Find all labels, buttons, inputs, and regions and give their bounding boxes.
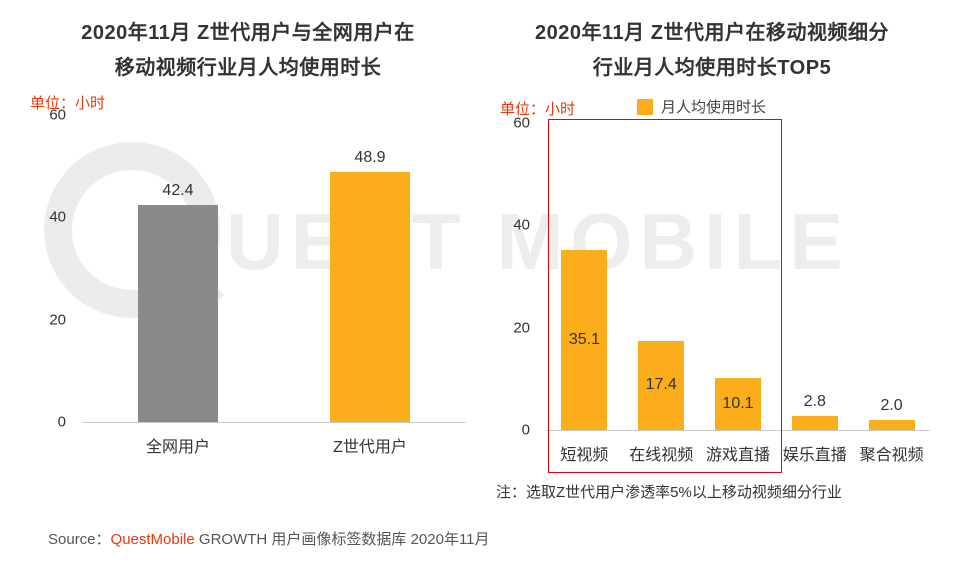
footnote: 注：选取Z世代用户渗透率5%以上移动视频细分行业 [496, 484, 842, 501]
bar-group: 35.1 [546, 123, 623, 430]
x-category-label: 在线视频 [629, 447, 694, 464]
chart-left-title: 2020年11月 Z世代用户与全网用户在 移动视频行业月人均使用时长 [24, 16, 472, 86]
chart-right: 2020年11月 Z世代用户在移动视频细分 行业月人均使用时长TOP5 单位：小… [488, 16, 936, 502]
bars-area: 35.1 17.4 10.1 2.8 2.0 [546, 123, 930, 430]
source-brand: QuestMobile [110, 531, 195, 548]
y-tick-label: 40 [49, 208, 66, 226]
x-category-label: 聚合视频 [859, 447, 924, 464]
y-axis: 0 20 40 60 [496, 115, 538, 439]
bar-value-label: 2.0 [880, 396, 903, 414]
chart-bar [791, 415, 838, 430]
source-suffix: GROWTH 用户画像标签数据库 2020年11月 [194, 531, 490, 548]
unit-legend-row: 单位：小时 月人均使用时长 [494, 92, 936, 121]
legend-swatch-icon [637, 98, 654, 115]
unit-label: 单位：小时 [500, 101, 576, 118]
chart-left-plot: 0 20 40 60 42.4 48.9 [49, 107, 466, 431]
chart-bar [868, 419, 915, 430]
bar-value-label: 48.9 [354, 148, 386, 166]
chart-bar: 10.1 [714, 378, 761, 430]
bar-value-label: 2.8 [803, 392, 826, 410]
bar-value-label: 42.4 [162, 182, 194, 200]
chart-bar [330, 171, 410, 422]
bar-group: 2.8 [776, 123, 853, 430]
x-category-label: Z世代用户 [333, 439, 407, 456]
watermark-text: UEST MOBILE [226, 197, 850, 286]
source-line: Source：QuestMobile GROWTH 用户画像标签数据库 2020… [48, 528, 490, 549]
source-prefix: Source： [48, 531, 111, 548]
bar-group: 10.1 [700, 123, 777, 430]
x-category-label: 游戏直播 [705, 447, 770, 464]
legend-label: 月人均使用时长 [661, 99, 767, 116]
bar-group: 48.9 [274, 115, 466, 422]
legend: 月人均使用时长 [637, 96, 766, 117]
bar-value-label: 35.1 [568, 331, 600, 349]
chart-right-plot: 0 20 40 60 35.1 17.4 10.1 2.8 2.0 [513, 115, 930, 473]
unit-label: 单位：小时 [30, 95, 106, 112]
bar-group: 42.4 [82, 115, 274, 422]
bar-value-label: 17.4 [645, 376, 677, 394]
y-tick-label: 60 [49, 106, 66, 124]
chart-right-title-line2: 行业月人均使用时长TOP5 [592, 57, 832, 79]
bar-group: 17.4 [623, 123, 700, 430]
chart-bar: 35.1 [561, 250, 608, 430]
bar-group: 2.0 [853, 123, 930, 430]
y-tick-label: 20 [513, 319, 530, 337]
y-tick-label: 60 [513, 114, 530, 132]
x-category-label: 娱乐直播 [782, 447, 847, 464]
bars-area: 42.4 48.9 [82, 115, 466, 422]
y-tick-label: 40 [513, 216, 530, 234]
chart-bar: 17.4 [638, 340, 685, 430]
y-axis: 0 20 40 60 [32, 107, 74, 431]
chart-left-title-line2: 移动视频行业月人均使用时长 [114, 57, 382, 79]
x-axis-labels: 全网用户 Z世代用户 [82, 433, 466, 457]
y-tick-label: 20 [49, 311, 66, 329]
x-axis-labels: 短视频 在线视频 游戏直播 娱乐直播 聚合视频 [546, 441, 930, 465]
y-tick-label: 0 [57, 413, 66, 431]
chart-right-title: 2020年11月 Z世代用户在移动视频细分 行业月人均使用时长TOP5 [488, 16, 936, 86]
charts-row: 2020年11月 Z世代用户与全网用户在 移动视频行业月人均使用时长 单位：小时… [24, 16, 936, 502]
chart-bar [138, 205, 218, 422]
bar-value-label: 10.1 [722, 395, 754, 413]
chart-left-title-line1: 2020年11月 Z世代用户与全网用户在 [81, 22, 415, 44]
x-category-label: 全网用户 [145, 439, 210, 456]
chart-left: 2020年11月 Z世代用户与全网用户在 移动视频行业月人均使用时长 单位：小时… [24, 16, 472, 502]
x-category-label: 短视频 [560, 447, 609, 464]
y-tick-label: 0 [521, 421, 530, 439]
chart-right-title-line1: 2020年11月 Z世代用户在移动视频细分 [535, 22, 889, 44]
